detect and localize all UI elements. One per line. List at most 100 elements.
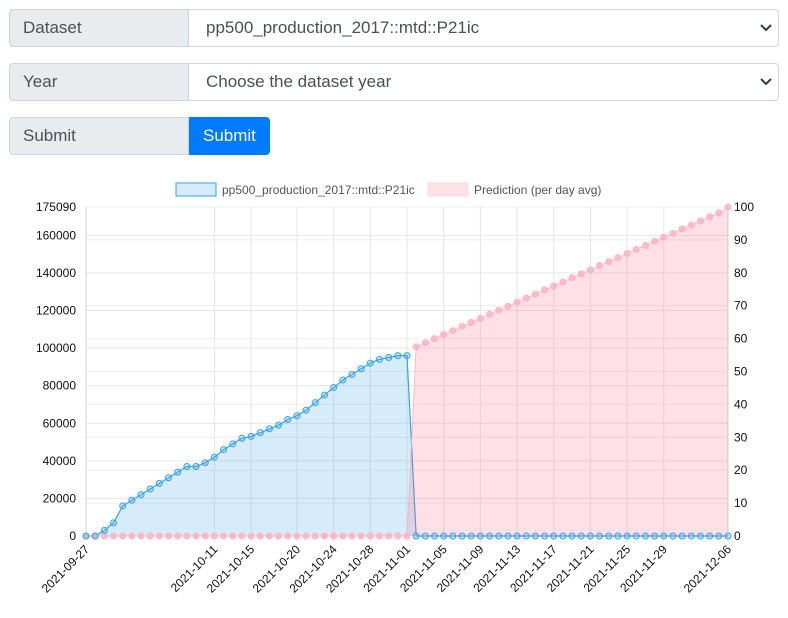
y-left-tick-label: 60000 [43,416,77,430]
y-right-tick-label: 30 [734,430,748,444]
y-axis-left: 0 20000 40000 60000 80000 100000 120000 140000 1… [36,200,76,543]
data-point-actual [165,474,173,482]
data-point-actual [366,359,374,367]
data-point-actual [174,468,182,476]
data-point-prediction [513,298,521,306]
data-point-actual [256,429,264,437]
data-point-actual [660,532,668,540]
data-point-actual [651,532,659,540]
data-point-actual [577,532,585,540]
data-point-actual [293,412,301,420]
data-point-actual [513,532,521,540]
chart: pp500_production_2017::mtd::P21ic Predic… [36,182,754,596]
chart-legend: pp500_production_2017::mtd::P21ic Predic… [175,182,601,197]
data-point-actual [531,532,539,540]
data-point-actual [385,353,393,361]
data-point-prediction [605,258,613,266]
data-point-actual [119,502,127,510]
data-point-prediction [238,532,246,540]
data-point-prediction [394,532,402,540]
data-point-actual [706,532,714,540]
data-point-actual [522,532,530,540]
y-left-tick-label: 100000 [36,341,76,355]
y-right-tick-label: 10 [734,496,748,510]
data-point-prediction [559,278,567,286]
data-point-actual [302,406,310,414]
data-point-prediction [348,532,356,540]
y-left-tick-label: 0 [69,529,76,543]
data-point-actual [128,496,136,504]
y-right-tick-label: 40 [734,397,748,411]
submit-row: Submit Submit [9,117,270,155]
data-point-prediction [210,532,218,540]
data-point-prediction [495,306,503,314]
legend-label-actual: pp500_production_2017::mtd::P21ic [222,183,415,197]
legend-swatch-actual [175,182,217,197]
data-point-actual [486,532,494,540]
data-point-prediction [146,532,154,540]
data-point-actual [687,532,695,540]
dataset-select[interactable]: pp500_production_2017::mtd::P21ic [189,9,779,47]
y-left-tick-label: 80000 [43,379,77,393]
data-point-actual [284,415,292,423]
data-point-actual [467,532,475,540]
data-point-actual [330,384,338,392]
data-point-prediction [596,262,604,270]
data-point-actual [275,421,283,429]
data-point-prediction [330,532,338,540]
data-point-actual [192,462,200,470]
year-select-value: Choose the dataset year [206,72,392,91]
data-point-actual [623,532,631,540]
data-point-actual [678,532,686,540]
data-point-prediction [100,532,108,540]
y-right-tick-label: 100 [734,200,754,214]
data-point-actual [91,532,99,540]
data-point-prediction [550,282,558,290]
data-point-actual [495,532,503,540]
data-point-prediction [192,532,200,540]
year-row: Year Choose the dataset year [9,63,779,101]
y-left-tick-label: 40000 [43,454,77,468]
data-point-prediction [155,532,163,540]
chart-grid [85,206,729,542]
y-left-tick-label: 120000 [36,304,76,318]
y-left-tick-label: 140000 [36,266,76,280]
data-point-actual [201,459,209,467]
data-point-actual [440,532,448,540]
data-point-actual [541,532,549,540]
y-right-tick-label: 50 [734,365,748,379]
dataset-select-value: pp500_production_2017::mtd::P21ic [206,18,480,37]
data-point-prediction [449,327,457,335]
data-point-actual [265,425,273,433]
data-point-actual [247,432,255,440]
data-point-prediction [256,532,264,540]
data-point-prediction [486,310,494,318]
chevron-down-icon [760,24,772,32]
data-point-actual [82,532,90,540]
data-point-prediction [201,532,209,540]
data-point-actual [605,532,613,540]
data-point-actual [238,434,246,442]
data-point-actual [568,532,576,540]
data-point-actual [357,365,365,373]
chevron-down-icon [760,78,772,86]
data-point-prediction [632,245,640,253]
data-point-actual [696,532,704,540]
data-point-prediction [119,532,127,540]
y-axis-right: 0 10 20 30 40 50 60 70 80 90 100 [734,200,754,543]
submit-label: Submit [9,117,189,155]
data-point-actual [348,370,356,378]
data-point-prediction [403,532,411,540]
data-point-actual [669,532,677,540]
data-point-actual [229,440,237,448]
data-point-actual [339,376,347,384]
y-left-tick-label: 20000 [43,491,77,505]
x-tick-label: 2021-09-27 [39,542,93,596]
series-area-1 [86,207,728,536]
chart-points [82,203,732,540]
year-select[interactable]: Choose the dataset year [189,63,779,101]
series-area-0 [86,355,728,536]
data-point-actual [458,532,466,540]
submit-button[interactable]: Submit [189,117,270,155]
data-point-prediction [568,274,576,282]
